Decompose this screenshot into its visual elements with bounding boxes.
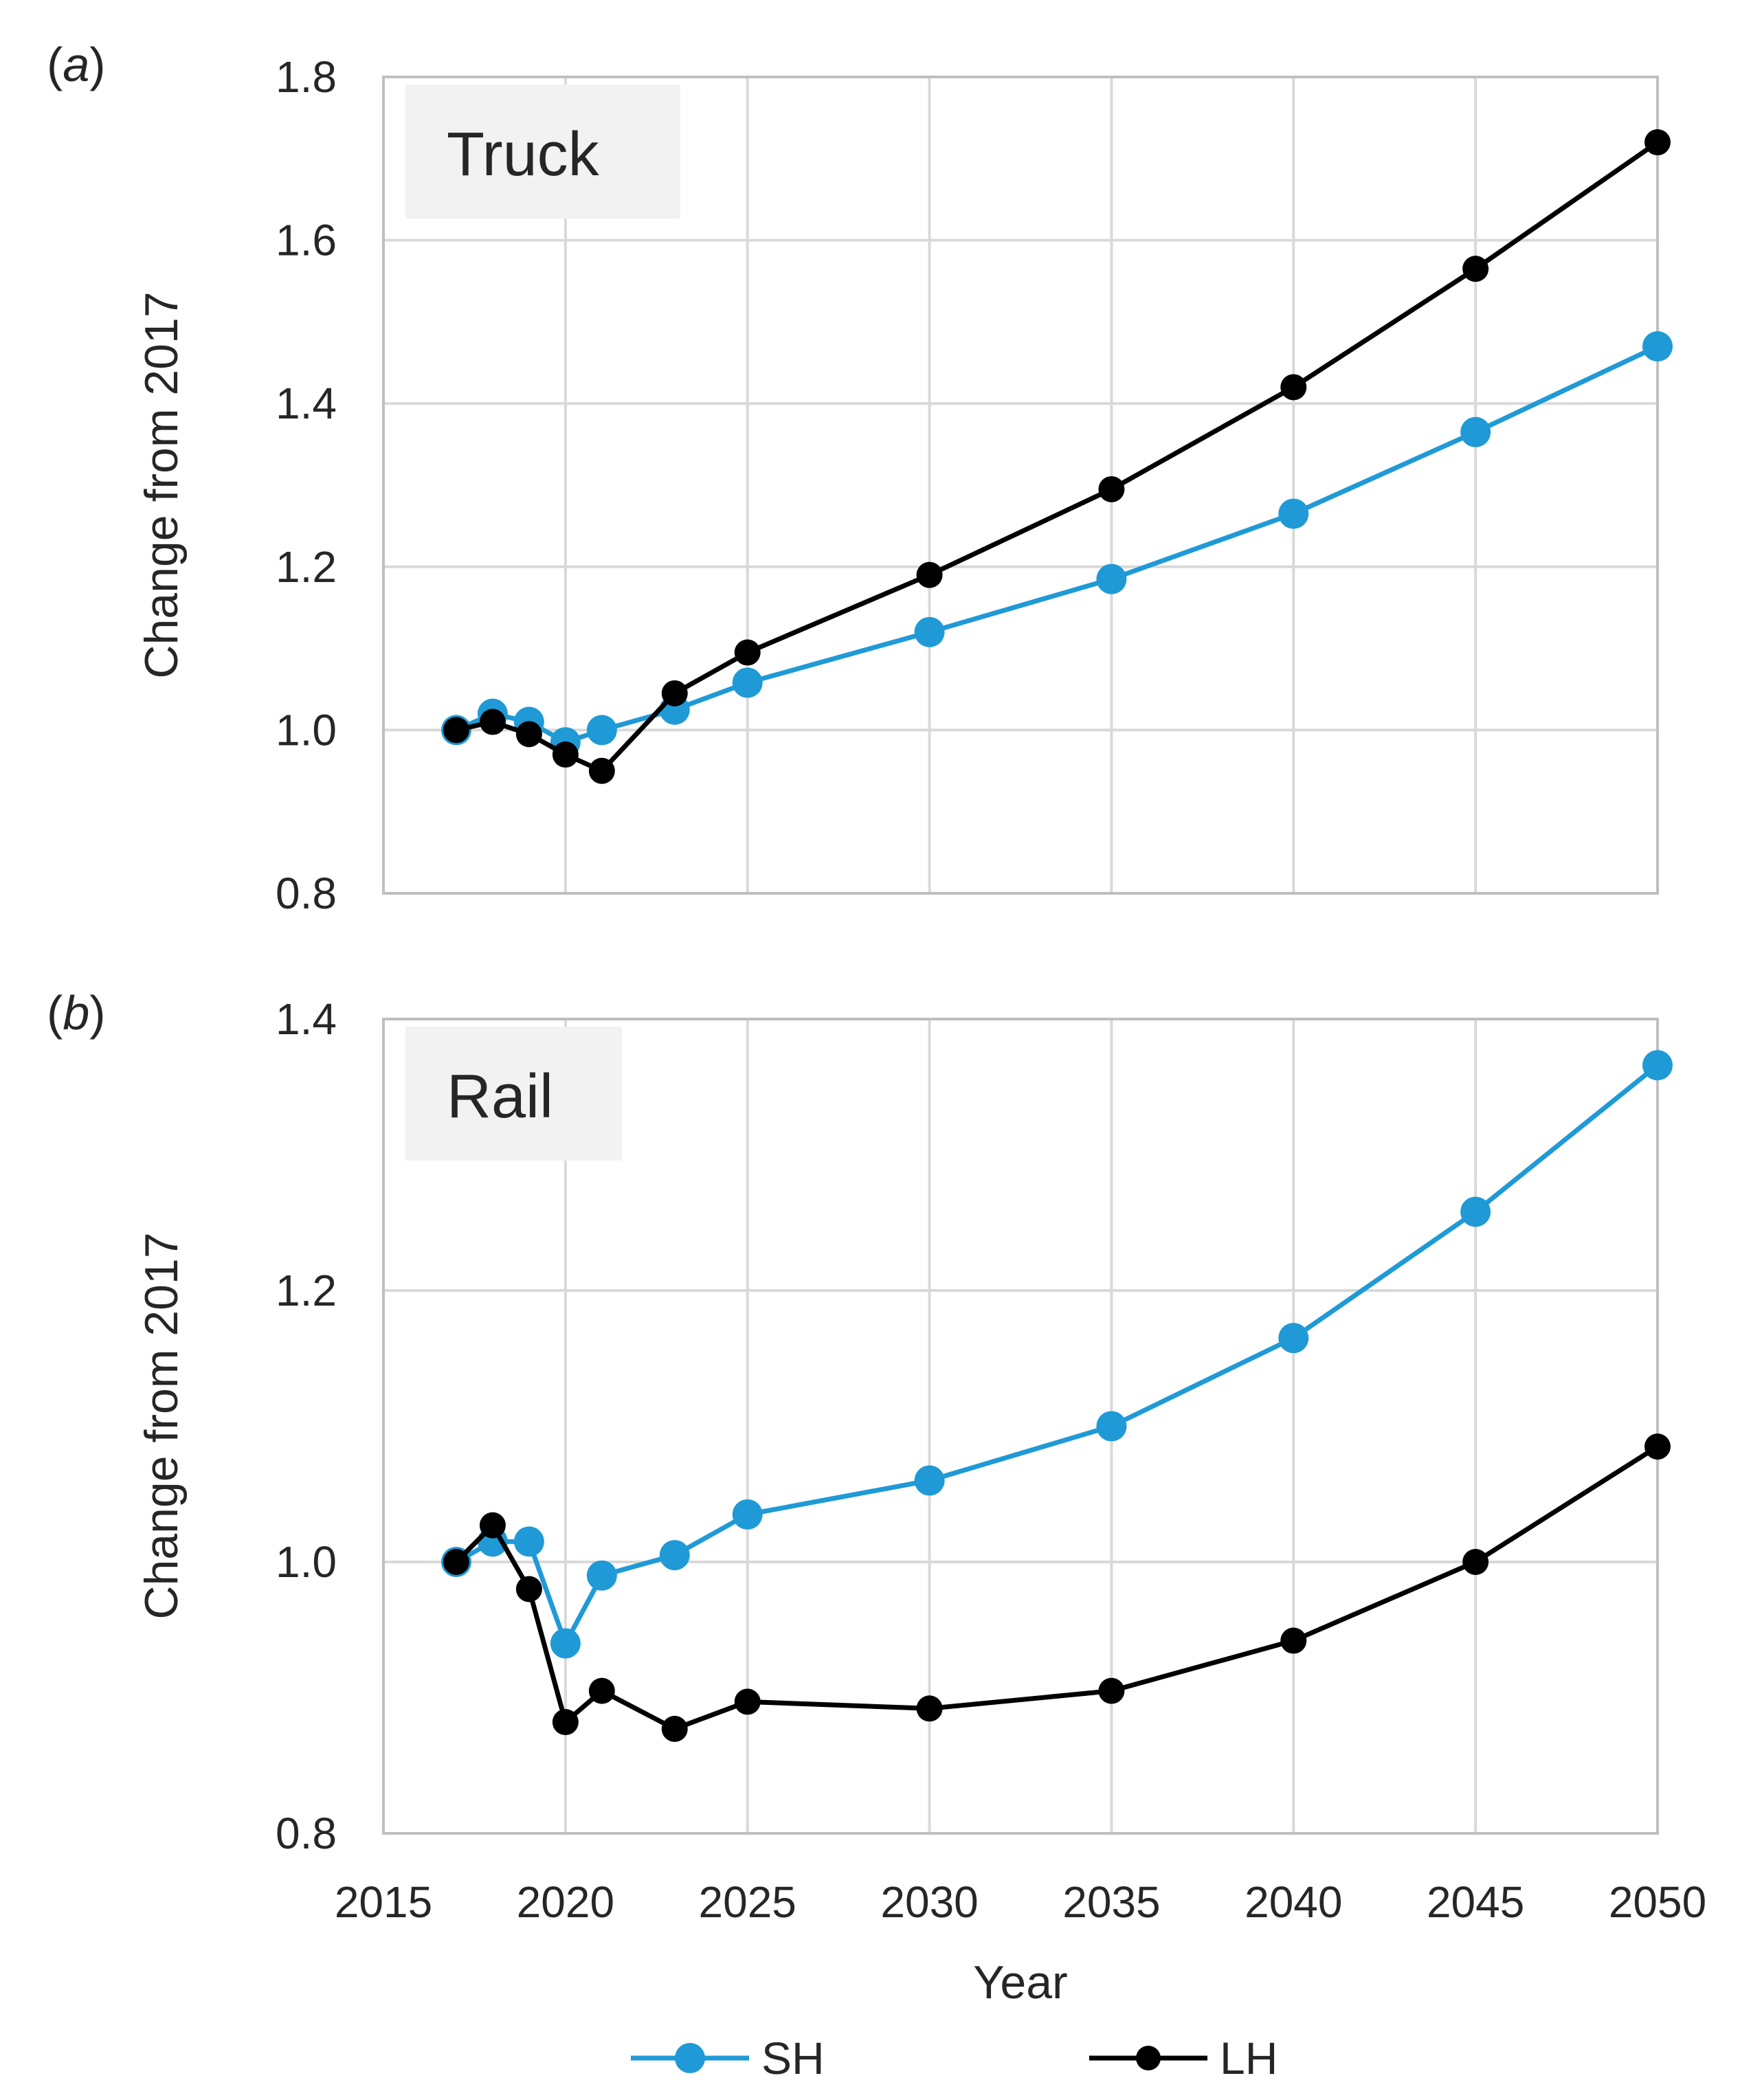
title-box-truck <box>405 85 680 219</box>
x-tick-label-1: 2020 <box>517 1877 614 1927</box>
point-sh-truck-2035 <box>1096 563 1127 594</box>
point-lh-truck-2050 <box>1644 129 1671 156</box>
x-tick-label-5: 2040 <box>1245 1877 1342 1927</box>
point-lh-rail-2021 <box>588 1677 615 1704</box>
point-lh-rail-2017 <box>443 1549 469 1575</box>
point-sh-truck-2050 <box>1642 331 1673 362</box>
point-lh-truck-2017 <box>443 717 469 744</box>
x-tick-label-7: 2050 <box>1609 1877 1706 1927</box>
y-ticks-rail: 0.8 1.0 1.2 1.4 <box>276 994 337 1858</box>
series-sh-truck <box>440 331 1673 758</box>
point-lh-truck-2040 <box>1280 374 1307 401</box>
panel-title-truck: Truck <box>447 120 600 189</box>
point-sh-rail-2020 <box>550 1628 581 1659</box>
point-lh-truck-2020 <box>552 741 579 768</box>
x-tick-label-0: 2015 <box>335 1877 432 1927</box>
point-lh-truck-2030 <box>916 561 943 588</box>
panel-letter-a: (a) <box>47 38 106 91</box>
title-box-rail <box>405 1027 622 1161</box>
y-tick-label-truck-0: 0.8 <box>276 869 337 918</box>
point-sh-rail-2019 <box>513 1526 544 1557</box>
panel-rail: (b) Rail Change from 2017 0.8 1.0 1.2 1.4 2… <box>47 986 1706 2009</box>
y-tick-label-rail-2: 1.2 <box>276 1266 337 1315</box>
y-tick-label-truck-2: 1.2 <box>276 542 337 592</box>
series-lh-rail <box>443 1433 1671 1742</box>
point-sh-rail-2035 <box>1096 1411 1127 1442</box>
y-tick-label-rail-0: 0.8 <box>276 1809 337 1858</box>
legend-label-lh: LH <box>1220 2033 1278 2084</box>
series-lh-truck <box>443 129 1671 784</box>
point-sh-truck-2025 <box>732 667 763 698</box>
legend: SH LH <box>631 2033 1278 2084</box>
point-sh-rail-2030 <box>914 1465 945 1496</box>
point-lh-rail-2035 <box>1098 1677 1125 1704</box>
point-lh-truck-2035 <box>1098 476 1125 502</box>
series-rail <box>440 1050 1673 1742</box>
panel-truck: (a) Truck Change from 2017 0.8 1.0 1.2 1.4 1… <box>47 38 1673 918</box>
point-lh-truck-2019 <box>515 721 542 748</box>
x-axis-title: Year <box>973 1956 1067 2009</box>
plot-frame-rail <box>382 1018 1659 1835</box>
line-sh-truck <box>455 344 1659 745</box>
legend-marker-lh <box>1136 2046 1161 2070</box>
y-tick-label-truck-1: 1.0 <box>276 705 337 755</box>
point-lh-rail-2023 <box>661 1715 688 1742</box>
point-lh-rail-2019 <box>515 1576 542 1602</box>
x-ticks-rail: 2015 2020 2025 2030 2035 2040 2045 2050 <box>335 1877 1706 1927</box>
line-lh-truck <box>456 140 1659 774</box>
y-tick-label-rail-1: 1.0 <box>276 1537 337 1587</box>
y-tick-label-truck-3: 1.4 <box>276 379 337 428</box>
y-axis-title-rail: Change from 2017 <box>135 1232 188 1619</box>
point-lh-truck-2018 <box>479 708 506 735</box>
point-lh-rail-2018 <box>479 1512 506 1539</box>
panel-letter-a-italic: a <box>63 38 89 91</box>
point-sh-truck-2045 <box>1460 416 1491 447</box>
point-sh-rail-2021 <box>586 1560 617 1591</box>
legend-marker-sh <box>675 2043 705 2073</box>
point-sh-rail-2050 <box>1642 1050 1673 1081</box>
point-sh-truck-2030 <box>914 616 945 647</box>
x-tick-label-6: 2045 <box>1427 1877 1524 1927</box>
x-tick-label-4: 2035 <box>1062 1877 1160 1927</box>
y-tick-label-truck-5: 1.8 <box>276 52 337 102</box>
point-lh-truck-2023 <box>661 680 688 706</box>
point-lh-rail-2045 <box>1462 1549 1489 1575</box>
series-sh-rail <box>440 1050 1673 1659</box>
y-ticks-truck: 0.8 1.0 1.2 1.4 1.6 1.8 <box>276 52 337 918</box>
x-tick-label-2: 2025 <box>699 1877 796 1927</box>
point-sh-truck-2021 <box>586 715 617 746</box>
panel-letter-b-italic: b <box>63 986 89 1040</box>
point-lh-truck-2025 <box>734 639 761 666</box>
y-tick-label-rail-3: 1.4 <box>276 994 337 1044</box>
plot-frame-truck <box>382 76 1659 895</box>
panel-title-rail: Rail <box>447 1062 553 1131</box>
point-sh-rail-2023 <box>659 1540 690 1571</box>
y-tick-label-truck-4: 1.6 <box>276 216 337 265</box>
series-truck <box>440 129 1673 784</box>
point-sh-truck-2040 <box>1278 498 1309 529</box>
point-lh-rail-2030 <box>916 1695 943 1722</box>
point-sh-rail-2045 <box>1460 1196 1491 1227</box>
point-sh-rail-2025 <box>732 1499 763 1530</box>
point-lh-rail-2040 <box>1280 1627 1307 1654</box>
point-lh-truck-2045 <box>1462 256 1489 282</box>
panel-letter-b: (b) <box>47 986 106 1040</box>
legend-label-sh: SH <box>761 2033 825 2084</box>
point-lh-truck-2021 <box>588 757 615 784</box>
point-sh-rail-2040 <box>1278 1323 1309 1354</box>
x-tick-label-3: 2030 <box>880 1877 978 1927</box>
point-lh-rail-2050 <box>1644 1433 1671 1460</box>
y-axis-title-truck: Change from 2017 <box>135 291 188 678</box>
line-lh-rail <box>454 1444 1659 1732</box>
point-lh-rail-2020 <box>552 1709 579 1736</box>
point-lh-rail-2025 <box>734 1688 761 1715</box>
